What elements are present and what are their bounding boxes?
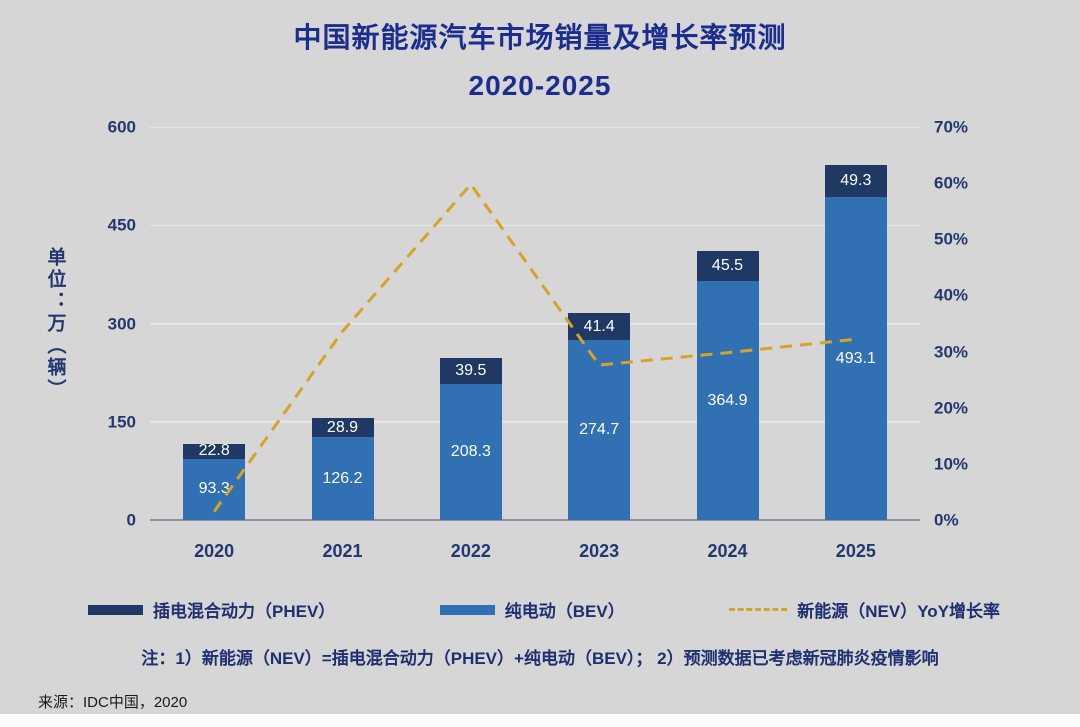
plot-area: 0 150 300 450 600 0% 10% 20% 30% 40% 50% 60% 70% 93.3… xyxy=(108,119,968,561)
x-axis-label-2022: 2022 xyxy=(450,541,491,561)
x-axis-label-2020: 2020 xyxy=(194,541,235,561)
bev-value-label-2020: 93.3 xyxy=(198,480,230,498)
x-axis-label-2023: 2023 xyxy=(579,541,620,561)
bev-value-label-2021: 126.2 xyxy=(322,469,363,487)
yoy-legend-label: 新能源（NEV）YoY增长率 xyxy=(797,602,1000,621)
legend-item-yoy-line: 新能源（NEV）YoY增长率 xyxy=(729,597,1000,622)
y-axis-title-text: 单位：万（辆） xyxy=(44,246,66,401)
footnote: 注：1）新能源（NEV）=插电混合动力（PHEV）+纯电动（BEV）； 2）预测… xyxy=(141,649,939,668)
bev-legend-label: 纯电动（BEV） xyxy=(504,602,625,621)
x-axis-baseline xyxy=(150,519,920,521)
phev-value-label-2025: 49.3 xyxy=(840,171,872,189)
bar-phev-2025 xyxy=(824,164,887,198)
phev-swatch xyxy=(88,604,143,615)
bev-swatch xyxy=(439,604,495,615)
dashed-line-swatch xyxy=(729,608,788,611)
phev-value-label-2020: 22.8 xyxy=(198,442,230,460)
phev-value-label-2023: 41.4 xyxy=(583,317,615,335)
phev-value-label-2022: 39.5 xyxy=(455,361,487,379)
bev-value-label-2024: 364.9 xyxy=(707,391,748,409)
phev-value-label-2021: 28.9 xyxy=(326,418,359,436)
y-axis-title: 单位：万（辆） xyxy=(38,127,72,520)
phev-legend-label: 插电混合动力（PHEV） xyxy=(153,602,336,621)
bar-bev-2021 xyxy=(311,437,374,520)
bar-phev-2020 xyxy=(183,443,246,459)
left-axis-tick: 450 xyxy=(107,215,136,235)
legend-item-bev: 纯电动（BEV） xyxy=(439,597,625,622)
x-axis-label-2021: 2021 xyxy=(322,541,363,561)
bar-bev-2022 xyxy=(439,383,502,520)
right-axis-tick: 10% xyxy=(934,454,969,474)
bev-value-label-2023: 274.7 xyxy=(579,421,620,439)
right-axis-tick: 70% xyxy=(934,117,969,137)
chart-title: 中国新能源汽车市场销量及增长率预测 xyxy=(293,22,787,53)
right-axis-tick: 20% xyxy=(934,398,969,418)
bar-phev-2024 xyxy=(696,251,759,281)
left-axis-tick: 300 xyxy=(107,314,136,333)
right-axis-tick: 60% xyxy=(934,173,969,193)
gridline xyxy=(150,421,920,423)
bar-bev-2025 xyxy=(824,197,887,520)
x-axis-label-2025: 2025 xyxy=(835,541,876,561)
bev-value-label-2025: 493.1 xyxy=(835,349,876,367)
bar-phev-2021 xyxy=(311,418,374,438)
x-axis-label-2024: 2024 xyxy=(707,541,748,561)
gridline xyxy=(150,224,920,226)
left-axis-tick: 150 xyxy=(107,412,136,432)
gridline xyxy=(150,126,920,128)
right-axis-tick: 30% xyxy=(934,342,969,362)
bottom-strip xyxy=(0,714,1080,727)
bev-value-label-2022: 208.3 xyxy=(450,442,491,460)
left-axis-tick: 0 xyxy=(126,510,136,530)
left-axis-tick: 600 xyxy=(107,117,136,137)
gridline xyxy=(150,322,920,325)
bar-phev-2022 xyxy=(439,357,502,384)
bar-bev-2023 xyxy=(568,340,631,520)
phev-value-label-2024: 45.5 xyxy=(711,257,744,275)
yoy-growth-line xyxy=(212,181,856,513)
bar-bev-2024 xyxy=(696,281,759,520)
right-axis-tick: 0% xyxy=(934,510,959,530)
right-axis-tick: 40% xyxy=(934,285,969,305)
legend-item-phev: 插电混合动力（PHEV） xyxy=(88,597,335,622)
right-axis-tick: 50% xyxy=(934,229,969,249)
legend: 插电混合动力（PHEV） 纯电动（BEV） 新能源（NEV）YoY增长率 xyxy=(0,597,1080,622)
source-label: 来源：IDC中国，2020 xyxy=(38,694,188,711)
chart-subtitle: 2020-2025 xyxy=(468,70,612,101)
